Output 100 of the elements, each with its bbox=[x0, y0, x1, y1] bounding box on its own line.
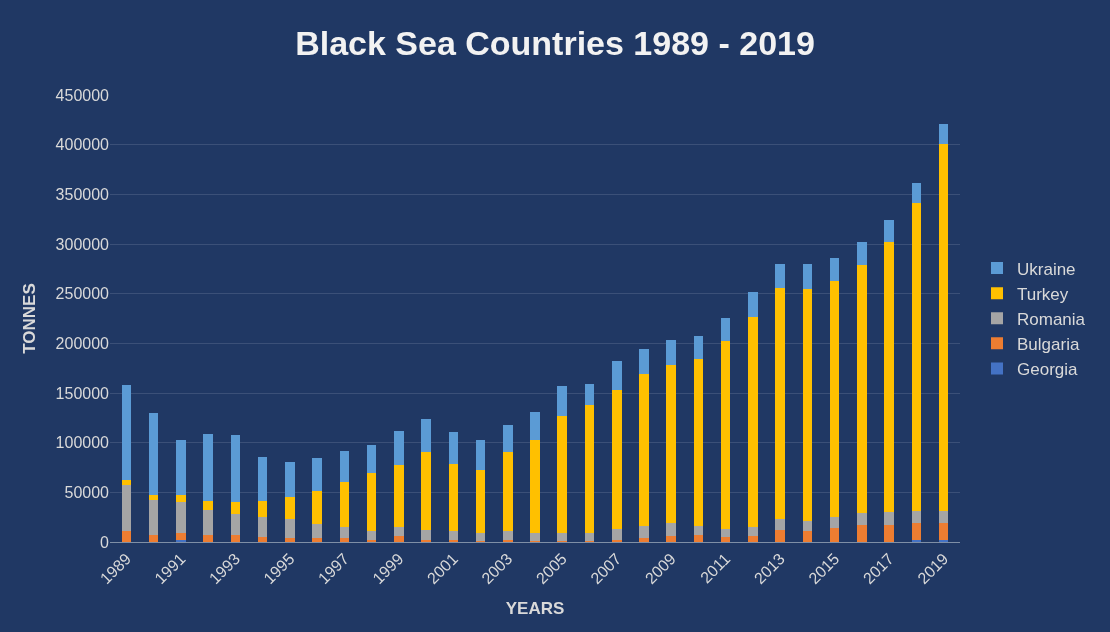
bar bbox=[285, 461, 295, 498]
bar bbox=[911, 203, 922, 512]
y-tick-label: 50000 bbox=[64, 483, 110, 501]
bar bbox=[884, 512, 894, 526]
bar bbox=[502, 531, 513, 541]
bar bbox=[448, 531, 459, 541]
bar bbox=[530, 533, 540, 542]
y-tick-label: 350000 bbox=[55, 185, 110, 203]
bar bbox=[693, 336, 704, 360]
bar bbox=[312, 524, 322, 539]
bar bbox=[148, 412, 159, 496]
y-tick-label: 100000 bbox=[55, 434, 110, 452]
legend-label: Ukraine bbox=[1017, 259, 1076, 279]
bar bbox=[230, 514, 241, 536]
bar bbox=[394, 430, 404, 465]
bar bbox=[938, 511, 949, 524]
bar bbox=[394, 464, 404, 528]
bar bbox=[203, 501, 213, 511]
bar bbox=[884, 525, 894, 542]
bar bbox=[203, 510, 213, 536]
bar bbox=[339, 450, 350, 483]
bar bbox=[176, 502, 186, 534]
bar bbox=[448, 431, 459, 464]
bar bbox=[639, 349, 649, 375]
legend-label: Romania bbox=[1017, 309, 1086, 329]
bar bbox=[366, 444, 377, 474]
x-axis-title: YEARS bbox=[505, 598, 565, 618]
bar bbox=[421, 451, 431, 531]
bar bbox=[748, 527, 758, 537]
y-tick-label: 0 bbox=[100, 533, 110, 551]
bar bbox=[639, 526, 649, 539]
bar bbox=[802, 521, 813, 532]
bar bbox=[421, 418, 431, 452]
bar bbox=[257, 456, 268, 502]
bar bbox=[748, 291, 758, 317]
bar bbox=[312, 491, 322, 525]
bar bbox=[911, 183, 922, 204]
bar bbox=[611, 529, 622, 541]
bar bbox=[938, 523, 949, 541]
bar bbox=[775, 530, 785, 542]
bar bbox=[666, 340, 676, 366]
bar bbox=[257, 517, 268, 538]
bar bbox=[611, 361, 622, 391]
bar bbox=[121, 385, 132, 481]
y-tick-label: 200000 bbox=[55, 334, 110, 352]
bar bbox=[720, 537, 731, 542]
bar bbox=[557, 386, 568, 416]
bar bbox=[584, 384, 595, 405]
bar bbox=[475, 533, 486, 542]
bar bbox=[693, 535, 704, 542]
bar bbox=[176, 439, 186, 496]
bar bbox=[285, 497, 295, 520]
bar bbox=[530, 439, 540, 534]
bar bbox=[639, 374, 649, 527]
bar bbox=[530, 411, 540, 440]
bar bbox=[339, 482, 350, 528]
bar bbox=[148, 535, 159, 542]
bar bbox=[884, 242, 894, 513]
bar bbox=[502, 424, 513, 452]
bar bbox=[693, 359, 704, 527]
bar bbox=[666, 523, 676, 537]
bar bbox=[257, 537, 268, 542]
bar bbox=[121, 485, 132, 532]
bar bbox=[148, 500, 159, 536]
bar bbox=[339, 538, 350, 542]
bar bbox=[884, 220, 894, 243]
bar bbox=[748, 316, 758, 528]
y-tick-label: 400000 bbox=[55, 136, 110, 154]
bar bbox=[829, 257, 840, 281]
y-tick-label: 300000 bbox=[55, 235, 110, 253]
bar bbox=[720, 529, 731, 538]
bar bbox=[230, 535, 241, 542]
bar bbox=[775, 287, 785, 520]
bar bbox=[938, 123, 949, 144]
bar bbox=[938, 143, 949, 512]
bar bbox=[203, 535, 213, 542]
legend-label: Georgia bbox=[1017, 360, 1079, 380]
bar bbox=[366, 473, 377, 532]
bar bbox=[720, 317, 731, 342]
bar bbox=[448, 463, 459, 532]
bar bbox=[312, 538, 322, 542]
bar bbox=[230, 434, 241, 503]
bar bbox=[394, 527, 404, 537]
bar bbox=[584, 404, 595, 534]
bar bbox=[257, 501, 268, 518]
y-tick-label: 250000 bbox=[55, 285, 110, 303]
bar bbox=[857, 242, 867, 265]
bar bbox=[802, 288, 813, 522]
y-tick-label: 450000 bbox=[55, 86, 110, 104]
bar bbox=[857, 525, 867, 542]
bar bbox=[666, 365, 676, 524]
bar bbox=[285, 538, 295, 542]
bar bbox=[475, 470, 486, 534]
bar bbox=[475, 439, 486, 471]
bar bbox=[312, 457, 322, 492]
bar bbox=[748, 536, 758, 542]
bar bbox=[285, 519, 295, 539]
bar bbox=[502, 451, 513, 532]
bar bbox=[366, 531, 377, 541]
bar bbox=[639, 538, 649, 542]
